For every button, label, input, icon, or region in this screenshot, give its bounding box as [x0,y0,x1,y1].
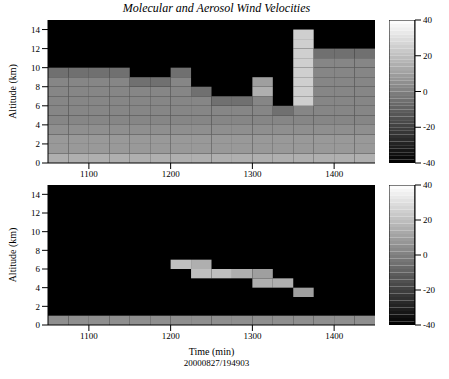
svg-text:14: 14 [31,190,41,200]
svg-text:4: 4 [36,283,41,293]
svg-text:1300: 1300 [243,169,262,179]
svg-text:10: 10 [31,63,41,73]
html-text:Molecular and Aerosol Wind Vel: Molecular and Aerosol Wind Velocities [122,1,311,15]
svg-text:1400: 1400 [325,169,344,179]
svg-text:Altitude (km): Altitude (km) [7,64,19,119]
svg-text:40: 40 [423,181,433,190]
svg-text:Altitude (km): Altitude (km) [7,228,19,283]
svg-text:6: 6 [36,101,41,111]
svg-text:1200: 1200 [162,169,181,179]
svg-text:20: 20 [423,51,433,61]
svg-text:1100: 1100 [80,331,98,341]
svg-text:Time (min): Time (min) [189,346,234,357]
svg-text:8: 8 [36,246,41,256]
svg-text:2: 2 [36,139,41,149]
svg-text:2: 2 [36,302,41,312]
svg-text:40: 40 [423,16,433,25]
svg-text:0: 0 [423,250,428,260]
svg-text:8: 8 [36,82,41,92]
svg-text:0: 0 [36,320,41,330]
svg-text:1100: 1100 [80,169,98,179]
svg-text:-20: -20 [423,285,435,295]
svg-text:-40: -40 [423,158,435,168]
svg-text:14: 14 [31,25,41,35]
svg-text:1200: 1200 [162,331,181,341]
svg-text:12: 12 [31,44,40,54]
svg-text:6: 6 [36,264,41,274]
svg-text:10: 10 [31,227,41,237]
svg-text:12: 12 [31,208,40,218]
svg-text:-40: -40 [423,320,435,330]
svg-text:1400: 1400 [325,331,344,341]
svg-text:0: 0 [423,87,428,97]
svg-text:0: 0 [36,158,41,168]
svg-text:20: 20 [423,215,433,225]
svg-text:1300: 1300 [243,331,262,341]
svg-text:4: 4 [36,120,41,130]
html-text:20000827/194903: 20000827/194903 [183,358,250,368]
svg-text:-20: -20 [423,122,435,132]
